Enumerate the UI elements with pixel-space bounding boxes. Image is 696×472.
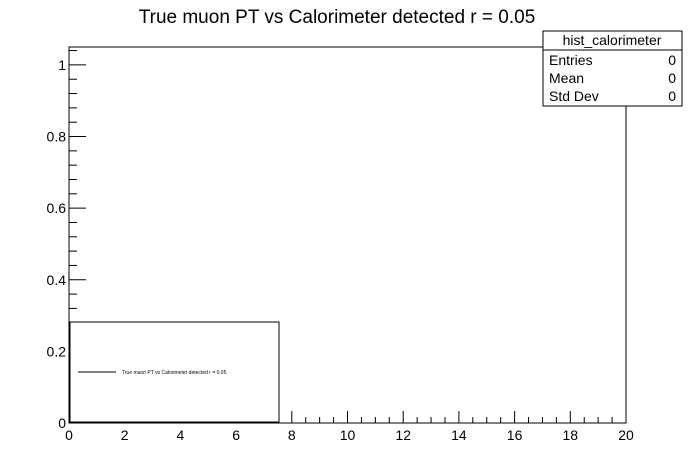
x-tick-label: 14	[451, 427, 467, 443]
y-tick-label: 0.2	[47, 343, 67, 359]
x-tick-label: 18	[563, 427, 579, 443]
x-tick-label: 12	[395, 427, 411, 443]
x-tick-label: 20	[618, 427, 634, 443]
y-tick-label: 0.8	[47, 129, 67, 145]
stats-title: hist_calorimeter	[563, 32, 662, 48]
stats-stddev-value: 0	[668, 88, 676, 104]
x-tick-label: 8	[288, 427, 296, 443]
chart-title: True muon PT vs Calorimeter detected r =…	[139, 7, 536, 28]
y-tick-label: 0	[58, 415, 66, 431]
stats-box: hist_calorimeter Entries 0 Mean 0 Std De…	[542, 30, 683, 107]
y-tick-label: 1	[58, 57, 66, 73]
stats-entries-value: 0	[668, 52, 676, 68]
legend-box: True muon PT vs Calorimeter detected r =…	[69, 321, 280, 423]
y-tick-label: 0.4	[47, 272, 67, 288]
stats-mean-value: 0	[668, 70, 676, 86]
stats-frame	[542, 30, 683, 107]
x-tick-label: 0	[65, 427, 73, 443]
x-tick-label: 6	[232, 427, 240, 443]
stats-stddev-label: Std Dev	[549, 88, 599, 104]
x-tick-label: 16	[507, 427, 523, 443]
stats-mean-label: Mean	[549, 70, 584, 86]
stats-entries-label: Entries	[549, 52, 593, 68]
x-tick-label: 2	[121, 427, 129, 443]
y-tick-label: 0.6	[47, 200, 67, 216]
x-tick-label: 10	[340, 427, 356, 443]
x-tick-label: 4	[177, 427, 185, 443]
legend-entry: True muon PT vs Calorimeter detected r =…	[122, 370, 227, 376]
axes: 0 2 4 6 8 10 12 14 16 18 20 0 0.2 0.4 0.6 0.8 1	[47, 46, 634, 443]
